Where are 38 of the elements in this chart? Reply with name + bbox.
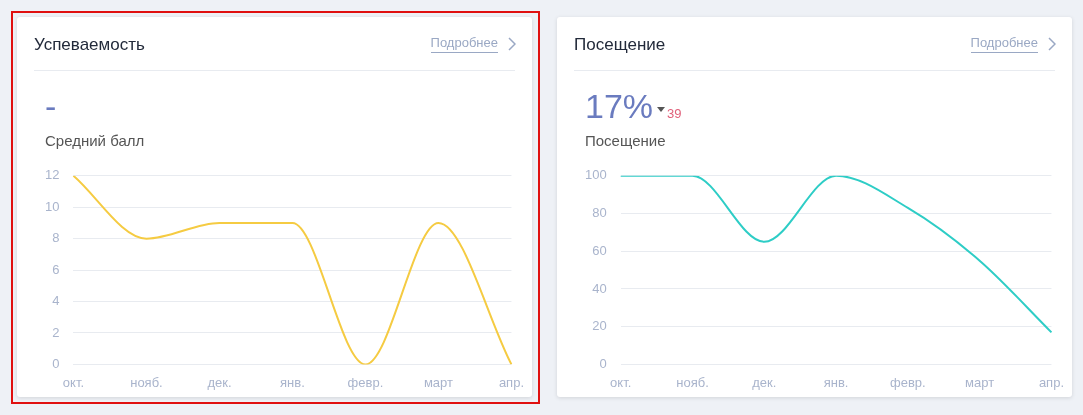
x-tick-label: март (965, 374, 995, 390)
x-tick-label: дек. (207, 374, 232, 390)
x-tick-label: окт. (610, 374, 632, 390)
y-tick-label: 80 (592, 205, 607, 221)
y-tick-label: 4 (52, 293, 60, 309)
y-tick-label: 8 (52, 230, 60, 246)
text: Подробнее (970, 35, 1038, 53)
y-tick-label: 6 (52, 261, 60, 277)
line-series (72, 175, 513, 365)
text: - (45, 87, 57, 126)
x-tick-label: окт. (62, 374, 85, 390)
text: 39 (667, 106, 682, 121)
y-tick-label: 20 (592, 318, 607, 334)
chart-title: Посещение (574, 35, 666, 55)
x-tick-label: дек. (752, 374, 777, 390)
y-tick-label: 0 (599, 355, 607, 371)
x-tick-label: февр. (347, 374, 384, 390)
y-tick-label: 60 (592, 242, 607, 258)
text: 17% (585, 87, 654, 125)
chart-title: Успеваемость (34, 35, 145, 55)
x-tick-label: нояб. (130, 374, 163, 390)
chart-subtitle: Посещение (585, 132, 666, 149)
x-tick-label: апр. (498, 374, 525, 390)
y-tick-label: 40 (592, 280, 607, 296)
x-tick-label: февр. (890, 374, 926, 390)
chart-subtitle: Средний балл (45, 132, 145, 149)
y-tick-label: 100 (584, 167, 607, 183)
line-series (619, 175, 1053, 334)
y-tick-label: 0 (52, 355, 60, 371)
y-tick-label: 2 (52, 324, 60, 340)
x-tick-label: нояб. (676, 374, 709, 390)
x-tick-label: апр. (1038, 374, 1065, 390)
x-tick-label: янв. (280, 374, 305, 390)
y-tick-label: 12 (44, 167, 60, 183)
x-tick-label: март (423, 374, 454, 390)
text: Подробнее (430, 35, 498, 53)
x-tick-label: янв. (823, 374, 849, 390)
y-tick-label: 10 (44, 198, 60, 214)
